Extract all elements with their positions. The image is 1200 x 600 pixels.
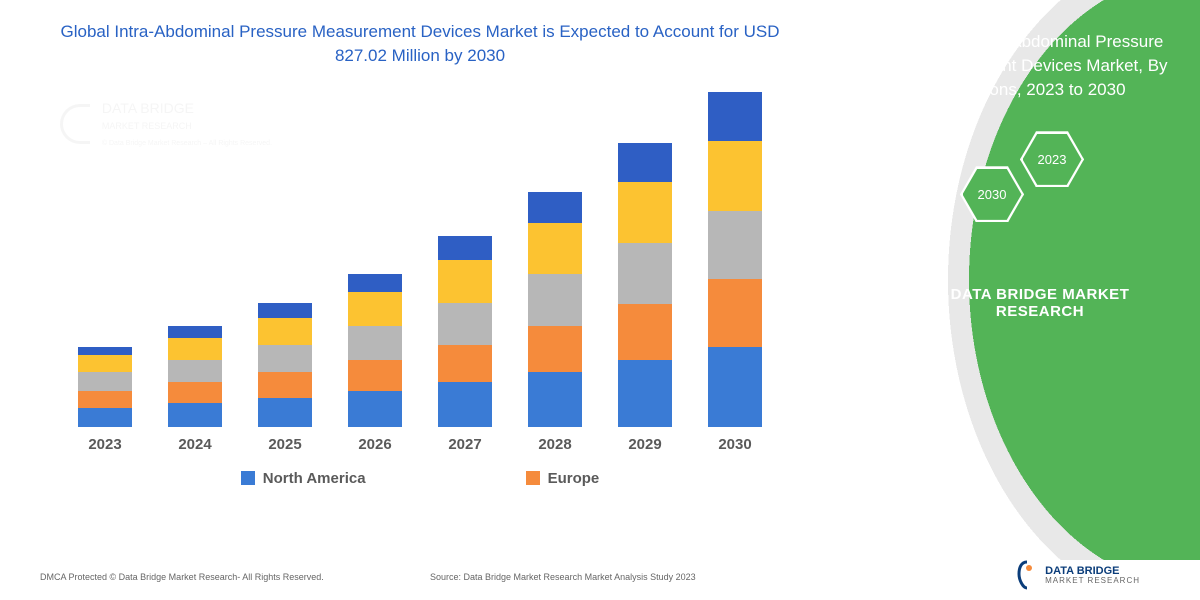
legend: North America Europe <box>60 470 780 487</box>
footer-logo-icon <box>1015 560 1039 590</box>
bar-segment <box>78 408 132 427</box>
bar-segment <box>528 223 582 274</box>
bar-segment <box>708 279 762 347</box>
bar-segment <box>78 347 132 356</box>
legend-item: North America <box>241 470 366 487</box>
bar-stack <box>618 143 672 427</box>
bar-group <box>605 143 685 427</box>
brand-text: DATA BRIDGE MARKET RESEARCH <box>910 286 1170 320</box>
footer: DMCA Protected © Data Bridge Market Rese… <box>0 562 1200 592</box>
bar-segment <box>258 318 312 345</box>
x-axis-label: 2024 <box>155 436 235 453</box>
bar-segment <box>438 260 492 303</box>
bar-segment <box>258 372 312 398</box>
bar-segment <box>258 345 312 372</box>
hex2-label: 2023 <box>1021 132 1083 186</box>
x-axis-label: 2029 <box>605 436 685 453</box>
bar-segment <box>78 372 132 391</box>
bar-segment <box>618 360 672 426</box>
bar-segment <box>348 292 402 326</box>
bar-segment <box>528 274 582 327</box>
x-axis-label: 2025 <box>245 436 325 453</box>
bar-group <box>335 274 415 427</box>
bar-segment <box>168 403 222 427</box>
legend-swatch <box>241 471 255 485</box>
bar-segment <box>348 360 402 391</box>
bar-segment <box>708 92 762 141</box>
bar-segment <box>618 243 672 304</box>
x-axis-label: 2028 <box>515 436 595 453</box>
bar-segment <box>708 141 762 211</box>
bar-segment <box>348 391 402 427</box>
bar-segment <box>438 303 492 346</box>
x-axis-label: 2026 <box>335 436 415 453</box>
bar-segment <box>168 338 222 360</box>
bar-segment <box>618 182 672 243</box>
footer-logo-text: DATA BRIDGE MARKET RESEARCH <box>1045 565 1140 586</box>
x-axis-labels: 2023 2024 2025 2026 2027 2028 2029 2030 <box>60 436 780 453</box>
bar-segment <box>708 211 762 279</box>
chart-area: 2023 2024 2025 2026 2027 2028 2029 2030 <box>60 88 780 458</box>
bar-group <box>155 326 235 426</box>
footer-left: DMCA Protected © Data Bridge Market Rese… <box>40 572 390 582</box>
bar-segment <box>78 355 132 372</box>
bar-segment <box>528 372 582 426</box>
legend-label: Europe <box>548 470 600 487</box>
x-axis-label: 2030 <box>695 436 775 453</box>
bar-segment <box>258 303 312 318</box>
bar-stack <box>78 347 132 427</box>
hexagon-2023: 2023 <box>1020 131 1084 187</box>
bar-segment <box>438 236 492 260</box>
bar-segment <box>528 326 582 372</box>
hex1-label: 2030 <box>961 167 1023 221</box>
bar-segment <box>618 143 672 182</box>
footer-logo-sub: MARKET RESEARCH <box>1045 577 1140 586</box>
bar-stack <box>348 274 402 427</box>
chart-panel: Global Intra-Abdominal Pressure Measurem… <box>0 0 810 560</box>
x-axis-label: 2023 <box>65 436 145 453</box>
right-panel-title: Global Intra-Abdominal Pressure Measurem… <box>910 30 1170 101</box>
legend-label: North America <box>263 470 366 487</box>
bar-segment <box>78 391 132 408</box>
bar-group <box>425 236 505 426</box>
bar-segment <box>708 347 762 427</box>
bar-segment <box>258 398 312 427</box>
bar-stack <box>528 192 582 427</box>
bar-segment <box>438 345 492 382</box>
bar-stack <box>708 92 762 427</box>
bar-segment <box>618 304 672 360</box>
right-content: Global Intra-Abdominal Pressure Measurem… <box>910 30 1170 320</box>
bar-segment <box>348 274 402 293</box>
bar-stack <box>438 236 492 426</box>
bar-segment <box>528 192 582 223</box>
bar-segment <box>348 326 402 360</box>
bar-stack <box>168 326 222 426</box>
bar-segment <box>168 326 222 338</box>
bar-stack <box>258 303 312 427</box>
main-container: Global Intra-Abdominal Pressure Measurem… <box>0 0 1200 560</box>
bar-group <box>65 347 145 427</box>
right-panel: Global Intra-Abdominal Pressure Measurem… <box>810 0 1200 560</box>
hex-container: 2030 2023 <box>910 131 1170 231</box>
footer-logo: DATA BRIDGE MARKET RESEARCH <box>1015 560 1140 590</box>
footer-center: Source: Data Bridge Market Research Mark… <box>390 572 790 582</box>
hexagon-2030: 2030 <box>960 166 1024 222</box>
chart-title: Global Intra-Abdominal Pressure Measurem… <box>60 20 780 68</box>
bar-group <box>515 192 595 427</box>
bar-group <box>695 92 775 427</box>
x-axis-label: 2027 <box>425 436 505 453</box>
bar-segment <box>168 360 222 382</box>
bar-group <box>245 303 325 427</box>
bar-segment <box>168 382 222 402</box>
bar-segment <box>438 382 492 426</box>
legend-item: Europe <box>526 470 600 487</box>
legend-swatch <box>526 471 540 485</box>
footer-logo-main: DATA BRIDGE <box>1045 565 1140 577</box>
bars-container <box>60 88 780 428</box>
